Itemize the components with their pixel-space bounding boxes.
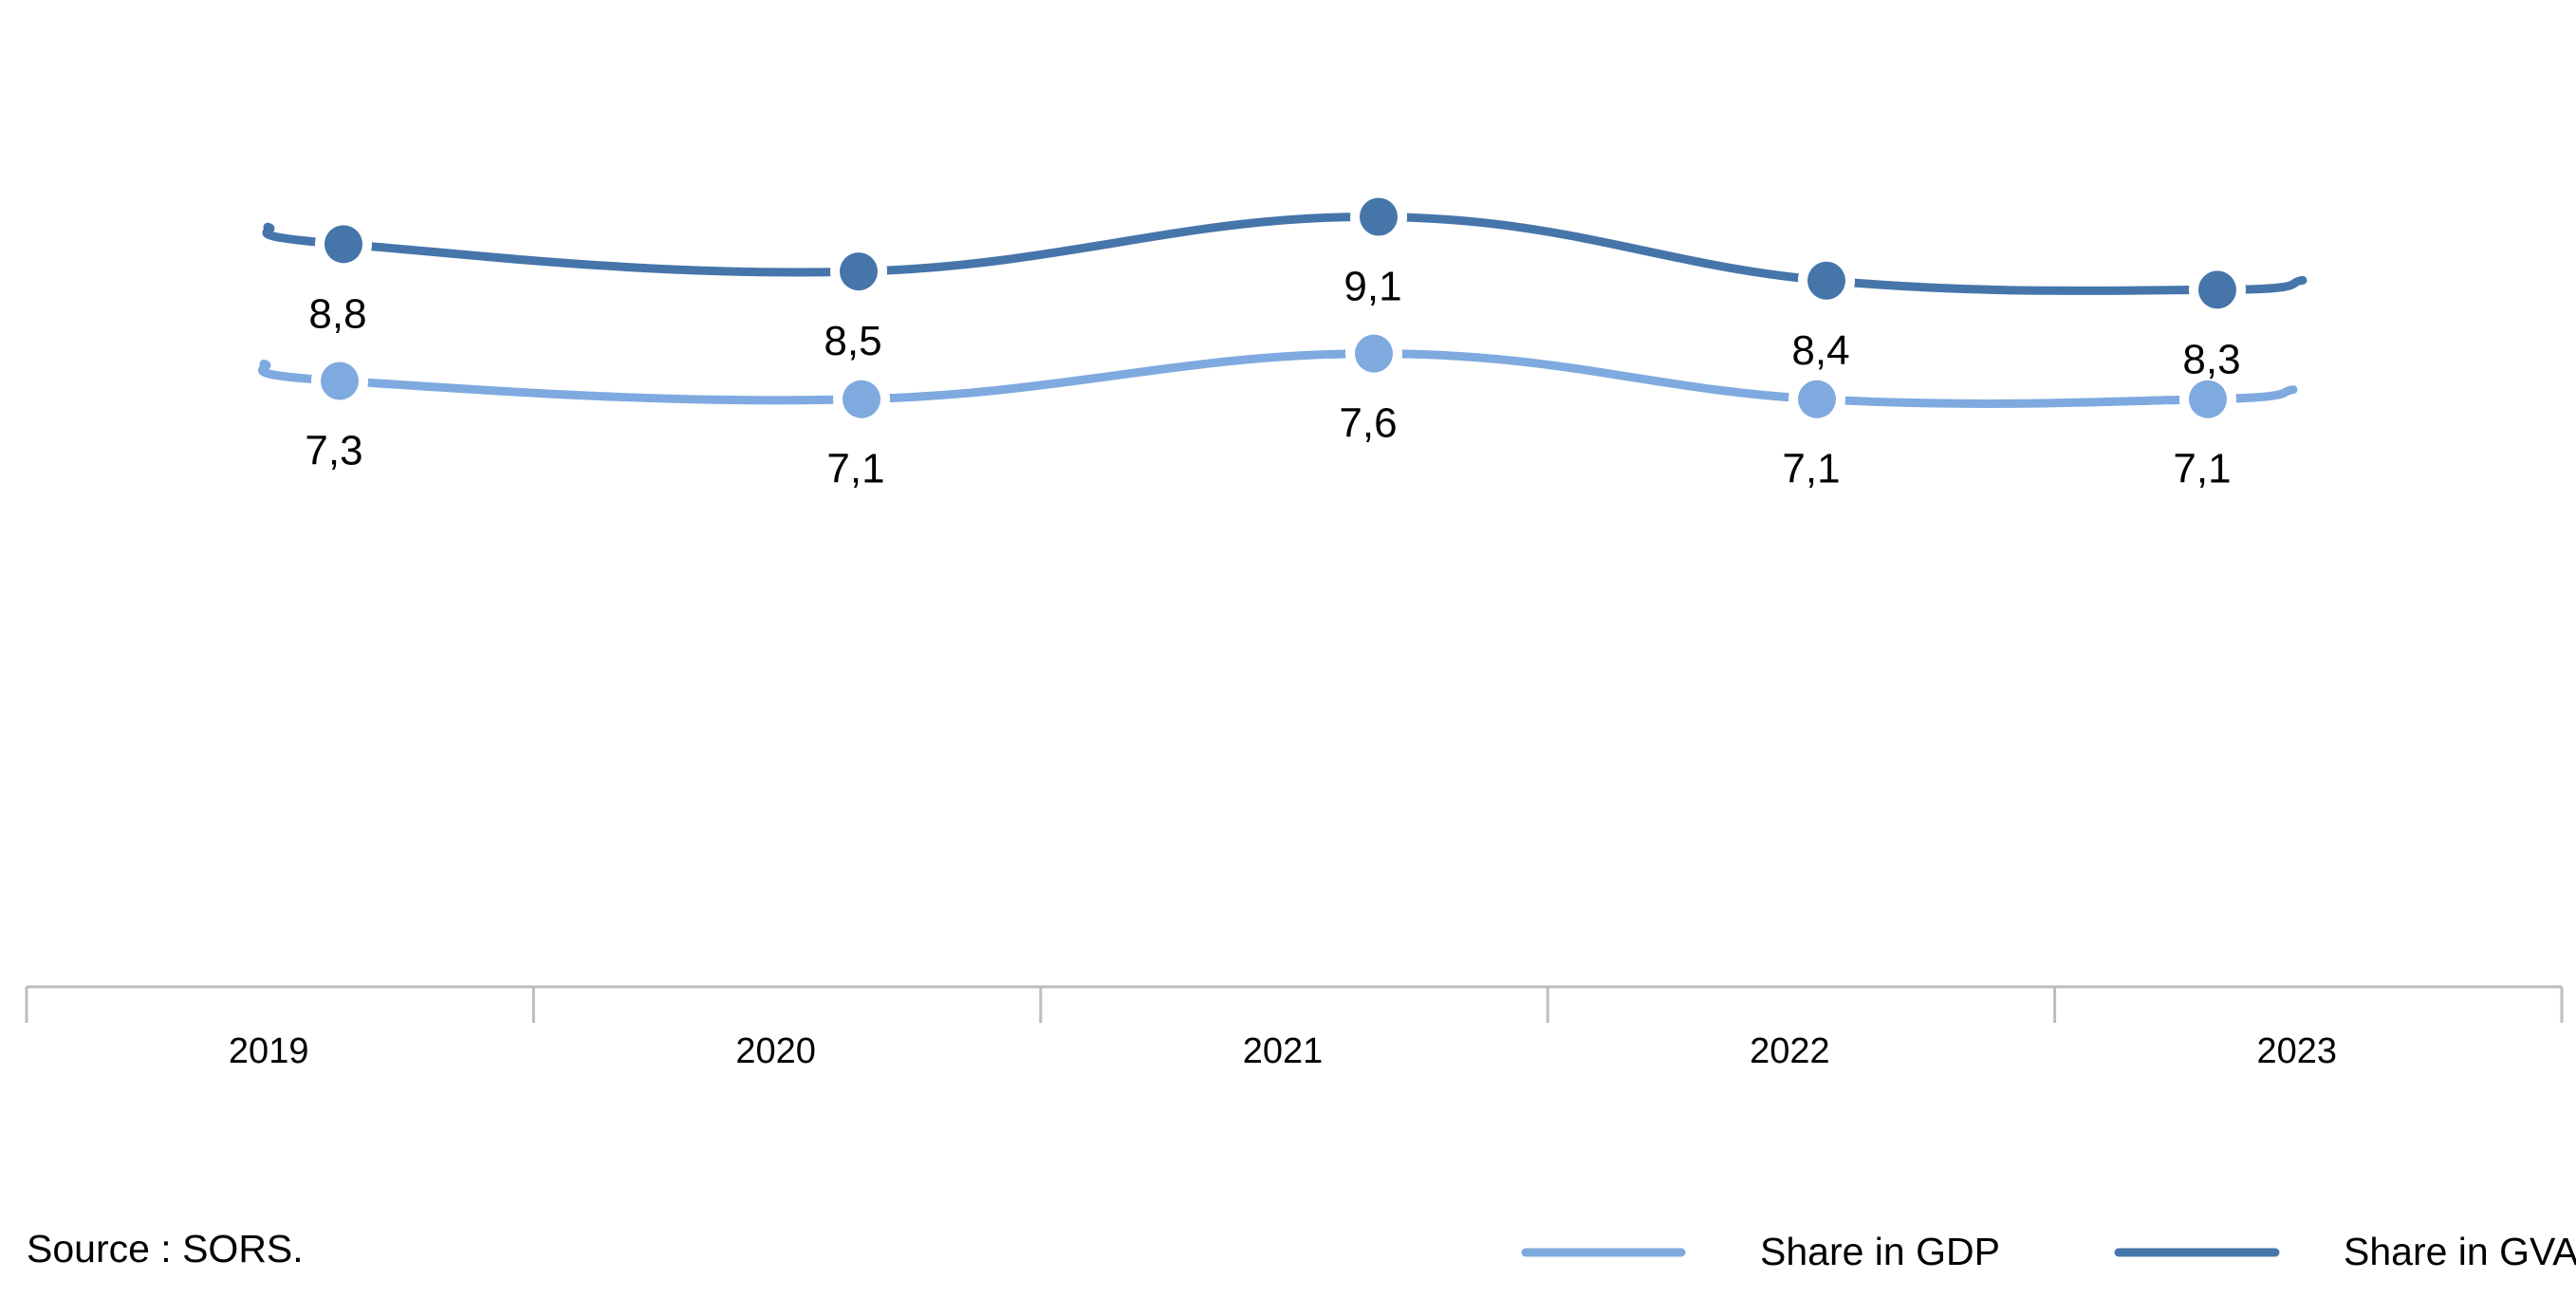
data-point [1360, 197, 1398, 236]
data-label: 7,3 [305, 427, 362, 473]
data-point [1798, 380, 1836, 418]
x-tick-label: 2022 [1750, 1031, 1830, 1071]
data-label: 7,1 [1782, 446, 1840, 492]
data-label: 9,1 [1344, 263, 1401, 309]
data-point [843, 380, 880, 418]
series-line [257, 349, 2298, 408]
series-layer [257, 188, 2307, 428]
x-tick-label: 2020 [735, 1031, 816, 1071]
data-point [324, 225, 362, 264]
data-label: 8,8 [308, 290, 366, 337]
legend-label: Share in GVA [2344, 1230, 2576, 1273]
series-line [262, 212, 2307, 295]
data-point [321, 362, 359, 400]
x-tick-label: 2019 [229, 1031, 309, 1071]
data-point [1807, 261, 1845, 300]
data-label: 8,3 [2182, 336, 2240, 382]
x-axis: 2019 2020 2021 2022 2023 [25, 985, 2564, 1071]
data-point [2189, 380, 2227, 418]
data-point [2198, 270, 2236, 309]
legend: Share in GDP Share in GVA [1521, 1230, 2576, 1273]
data-label: 8,5 [824, 318, 881, 364]
data-label: 7,6 [1339, 400, 1397, 447]
x-tick-label: 2021 [1243, 1031, 1324, 1071]
x-tick-label: 2023 [2257, 1031, 2338, 1071]
data-point [1355, 334, 1393, 373]
source-note: Source : SORS. [27, 1227, 304, 1270]
data-point [840, 252, 878, 291]
data-labels: 8,8 8,5 9,1 8,4 8,3 7,3 7,1 7,6 7,1 7,1 [305, 263, 2240, 491]
data-label: 8,4 [1791, 327, 1849, 374]
data-label: 7,1 [826, 446, 884, 492]
data-label: 7,1 [2173, 446, 2231, 492]
legend-label: Share in GDP [1760, 1230, 2000, 1273]
